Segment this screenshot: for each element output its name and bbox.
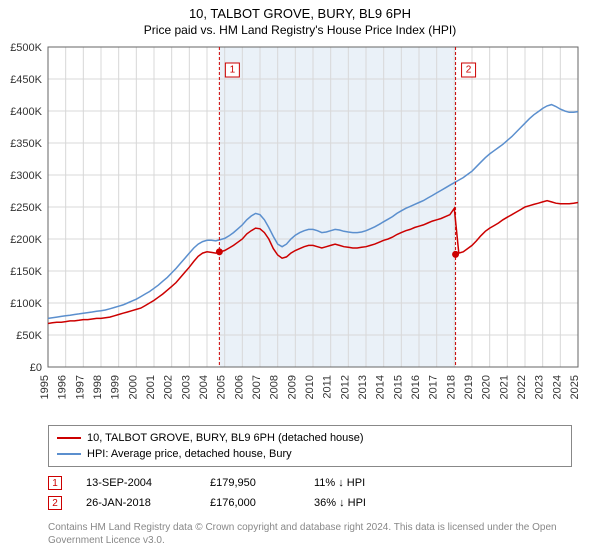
- legend-label: HPI: Average price, detached house, Bury: [87, 448, 292, 460]
- svg-text:£350K: £350K: [10, 138, 42, 150]
- sale-row: 1 13-SEP-2004 £179,950 11% ↓ HPI: [48, 473, 572, 493]
- svg-text:2021: 2021: [498, 375, 510, 399]
- page-subtitle: Price paid vs. HM Land Registry's House …: [0, 21, 600, 41]
- svg-text:2013: 2013: [357, 375, 369, 399]
- svg-text:2: 2: [466, 65, 472, 76]
- legend-item-hpi: HPI: Average price, detached house, Bury: [57, 446, 563, 462]
- svg-text:£250K: £250K: [10, 202, 42, 214]
- svg-text:2022: 2022: [516, 375, 528, 399]
- svg-text:2010: 2010: [304, 375, 316, 399]
- svg-text:£450K: £450K: [10, 74, 42, 86]
- sale-date: 13-SEP-2004: [86, 477, 186, 489]
- svg-text:2023: 2023: [534, 375, 546, 399]
- svg-text:2020: 2020: [481, 375, 493, 399]
- page-title: 10, TALBOT GROVE, BURY, BL9 6PH: [0, 0, 600, 21]
- svg-text:2002: 2002: [163, 375, 175, 399]
- svg-text:2005: 2005: [216, 375, 228, 399]
- svg-text:2007: 2007: [251, 375, 263, 399]
- svg-text:2019: 2019: [463, 375, 475, 399]
- sale-marker-icon: 2: [48, 496, 62, 510]
- svg-text:2016: 2016: [410, 375, 422, 399]
- svg-text:2000: 2000: [127, 375, 139, 399]
- legend: 10, TALBOT GROVE, BURY, BL9 6PH (detache…: [48, 425, 572, 467]
- sale-vs-hpi: 36% ↓ HPI: [314, 497, 414, 509]
- svg-text:2015: 2015: [392, 375, 404, 399]
- sale-row: 2 26-JAN-2018 £176,000 36% ↓ HPI: [48, 493, 572, 513]
- sale-price: £176,000: [210, 497, 290, 509]
- svg-text:2003: 2003: [180, 375, 192, 399]
- sale-vs-hpi: 11% ↓ HPI: [314, 477, 414, 489]
- svg-text:2001: 2001: [145, 375, 157, 399]
- sale-marker-icon: 1: [48, 476, 62, 490]
- svg-text:1: 1: [230, 65, 236, 76]
- footnote: Contains HM Land Registry data © Crown c…: [48, 521, 572, 547]
- legend-swatch: [57, 437, 81, 439]
- price-chart: £0 £50K £100K £150K £200K £250K £300K £350K £400…: [0, 41, 600, 421]
- svg-text:2025: 2025: [569, 375, 581, 399]
- legend-label: 10, TALBOT GROVE, BURY, BL9 6PH (detache…: [87, 432, 364, 444]
- svg-text:£400K: £400K: [10, 106, 42, 118]
- sale-date: 26-JAN-2018: [86, 497, 186, 509]
- svg-text:2008: 2008: [269, 375, 281, 399]
- svg-text:£100K: £100K: [10, 298, 42, 310]
- chart-svg: £0 £50K £100K £150K £200K £250K £300K £350K £400…: [0, 41, 600, 421]
- svg-text:2004: 2004: [198, 375, 210, 399]
- legend-swatch: [57, 453, 81, 455]
- svg-text:1999: 1999: [110, 375, 122, 399]
- svg-text:£500K: £500K: [10, 42, 42, 54]
- svg-text:£300K: £300K: [10, 170, 42, 182]
- svg-text:1998: 1998: [92, 375, 104, 399]
- svg-text:2006: 2006: [233, 375, 245, 399]
- svg-text:1995: 1995: [39, 375, 51, 399]
- svg-text:2011: 2011: [322, 375, 334, 399]
- sale-price: £179,950: [210, 477, 290, 489]
- svg-text:£0: £0: [30, 362, 42, 374]
- svg-text:2009: 2009: [286, 375, 298, 399]
- svg-text:£200K: £200K: [10, 234, 42, 246]
- svg-text:2018: 2018: [445, 375, 457, 399]
- svg-text:2014: 2014: [375, 375, 387, 399]
- svg-text:1997: 1997: [74, 375, 86, 399]
- svg-text:1996: 1996: [57, 375, 69, 399]
- svg-text:£50K: £50K: [16, 330, 42, 342]
- svg-text:£150K: £150K: [10, 266, 42, 278]
- svg-text:2024: 2024: [551, 375, 563, 399]
- svg-text:2012: 2012: [339, 375, 351, 399]
- svg-text:2017: 2017: [428, 375, 440, 399]
- sales-table: 1 13-SEP-2004 £179,950 11% ↓ HPI 2 26-JA…: [48, 473, 572, 513]
- legend-item-property: 10, TALBOT GROVE, BURY, BL9 6PH (detache…: [57, 430, 563, 446]
